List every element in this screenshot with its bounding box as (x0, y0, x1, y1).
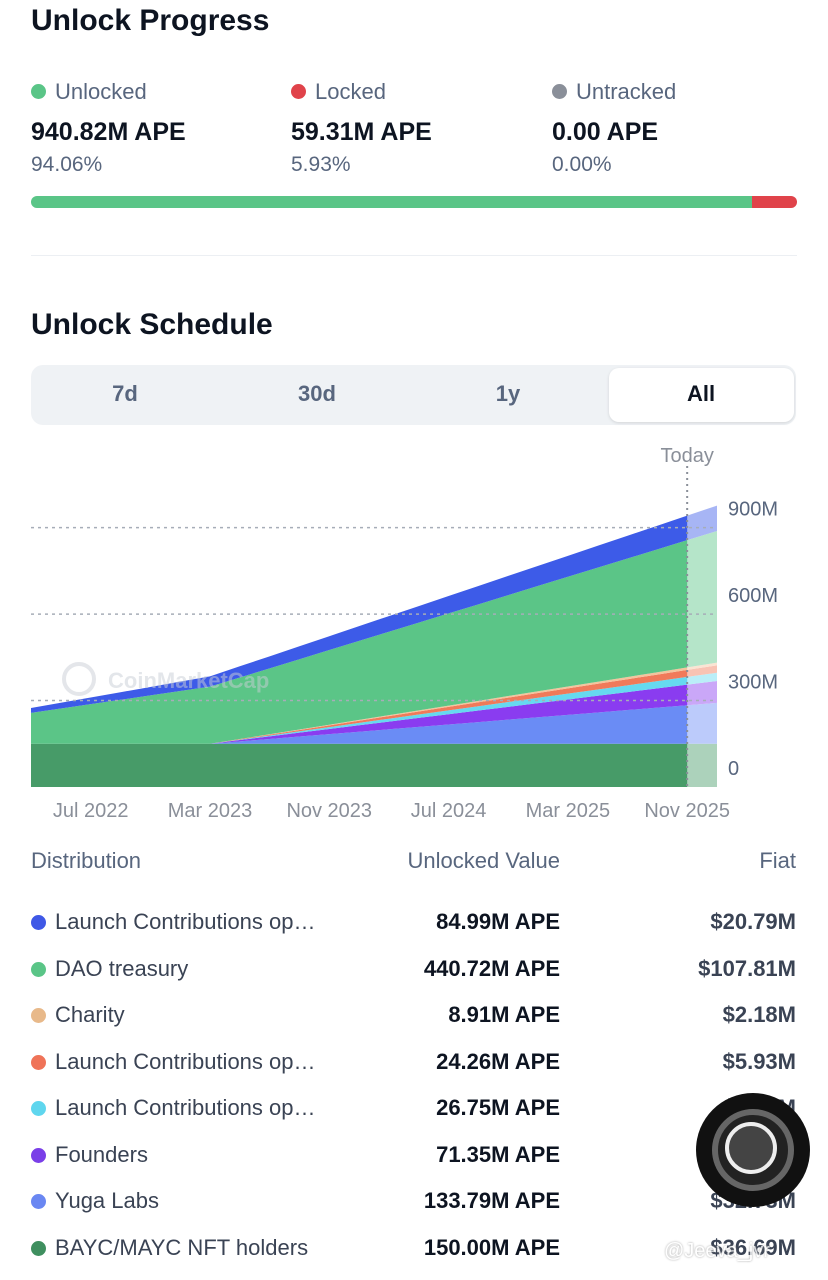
legend-label: Unlocked (55, 79, 147, 104)
y-tick-label: 0 (728, 758, 739, 780)
today-label: Today (660, 445, 713, 467)
watermark: CoinMarketCap (108, 668, 269, 693)
row-value: 84.99M APE (436, 909, 560, 934)
area (31, 702, 717, 744)
legend-label: Locked (315, 79, 386, 104)
row-dot (31, 1194, 46, 1209)
x-tick-label: Jul 2022 (53, 800, 129, 822)
y-tick-label: 900M (728, 499, 778, 521)
row-name: Launch Contributions op… (55, 1048, 316, 1074)
active-tab (609, 368, 794, 422)
amount: 59.31M APE (291, 118, 432, 146)
row-name: Yuga Labs (55, 1188, 159, 1213)
percent: 0.00% (552, 153, 612, 176)
progress-segment (31, 196, 752, 208)
row-value: 133.79M APE (423, 1188, 560, 1213)
tab[interactable]: 30d (298, 381, 336, 406)
x-tick-label: Nov 2025 (644, 800, 730, 822)
row-name: Launch Contributions op… (55, 909, 316, 934)
divider (31, 255, 797, 256)
legend-dot (552, 84, 567, 99)
row-value: 8.91M APE (448, 1002, 560, 1027)
section-title: Unlock Schedule (31, 308, 273, 341)
watermark-logo (62, 662, 96, 696)
amount: 940.82M APE (31, 118, 186, 146)
row-fiat: $36.69M (710, 1234, 796, 1260)
row-dot (31, 1240, 46, 1256)
area (31, 680, 717, 744)
percent: 94.06% (31, 153, 103, 176)
row-dot (31, 915, 46, 930)
row-dot (31, 1054, 46, 1070)
x-tick-label: Jul 2024 (411, 800, 487, 822)
table-header: Unlocked Value (407, 848, 560, 873)
legend-dot (291, 84, 306, 99)
row-value: 150.00M APE (423, 1234, 560, 1260)
row-name: DAO treasury (55, 955, 189, 981)
button-core (725, 1122, 777, 1174)
row-name: Charity (55, 1002, 125, 1027)
row-fiat: $20.79M (710, 909, 796, 934)
row-fiat: $5.93M (722, 1048, 796, 1074)
row-dot (31, 961, 46, 977)
percent: 5.93% (291, 153, 351, 176)
table-header: Distribution (31, 848, 142, 873)
watermark: @Jeeva_jvr (664, 1240, 770, 1262)
row-value: 24.26M APE (436, 1048, 560, 1074)
tab[interactable]: 7d (112, 381, 138, 406)
row-fiat: $107.81M (698, 955, 796, 981)
section-title: Unlock Progress (31, 4, 270, 37)
chart: CoinMarketCap Today 0 300M 600M 900M Jul 2022 M… (31, 445, 778, 822)
row-dot (31, 1147, 46, 1163)
row-fiat: $2.18M (722, 1002, 796, 1027)
y-tick-label: 600M (728, 585, 778, 607)
button-ring (712, 1109, 794, 1191)
row-value: 71.35M APE (436, 1141, 560, 1167)
area (31, 531, 717, 744)
row-value: 440.72M APE (423, 955, 560, 981)
area (31, 743, 717, 787)
x-tick-label: Nov 2023 (286, 800, 372, 822)
tab[interactable]: 1y (495, 381, 521, 406)
progress-segment (751, 196, 797, 208)
row-name: BAYC/MAYC NFT holders (55, 1234, 309, 1260)
progress-bar (31, 196, 797, 208)
row-dot (31, 1101, 46, 1116)
row-dot (31, 1008, 46, 1023)
future-overlay (687, 470, 717, 787)
table-header: Fiat (759, 848, 796, 873)
tab[interactable]: All (686, 381, 716, 406)
amount: 0.00 APE (552, 118, 659, 146)
legend-dot (31, 84, 46, 99)
floating-button[interactable] (696, 1093, 810, 1207)
x-tick-label: Mar 2023 (168, 800, 253, 822)
row-name: Launch Contributions op… (55, 1095, 316, 1120)
row-value: 26.75M APE (436, 1095, 560, 1120)
legend-label: Untracked (576, 79, 677, 104)
row-name: Founders (55, 1141, 148, 1167)
x-tick-label: Mar 2025 (526, 800, 611, 822)
y-tick-label: 300M (728, 672, 778, 694)
